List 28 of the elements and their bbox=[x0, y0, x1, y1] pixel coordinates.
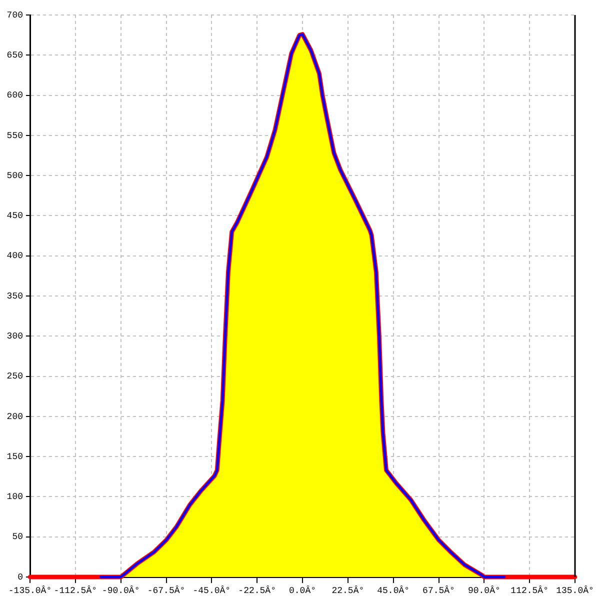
y-tick-label: 100 bbox=[6, 492, 23, 502]
x-tick-label: 22.5Â° bbox=[332, 584, 364, 596]
x-tick-label: -90.0Â° bbox=[102, 584, 140, 596]
y-tick-label: 0 bbox=[18, 572, 23, 582]
x-tick-label: -112.5Â° bbox=[54, 584, 98, 596]
x-tick-label: 45.0Â° bbox=[377, 584, 410, 596]
y-tick-label: 600 bbox=[6, 90, 23, 101]
y-tick-label: 200 bbox=[6, 412, 23, 422]
y-tick-label: 550 bbox=[6, 130, 23, 141]
y-tick-label: 450 bbox=[6, 211, 23, 222]
y-tick-label: 50 bbox=[12, 532, 23, 542]
y-tick-label: 300 bbox=[6, 332, 23, 342]
x-tick-label: -22.5Â° bbox=[238, 584, 276, 596]
y-tick-label: 150 bbox=[6, 452, 23, 462]
x-tick-label: 0.0Â° bbox=[288, 584, 316, 596]
y-tick-label: 700 bbox=[6, 10, 23, 20]
x-tick-label: 67.5Â° bbox=[422, 584, 455, 596]
x-tick-label: -67.5Â° bbox=[147, 584, 186, 596]
y-tick-label: 350 bbox=[6, 291, 23, 302]
x-tick-label: 112.5Â° bbox=[510, 584, 548, 596]
x-tick-label: 135.0Â° bbox=[556, 584, 594, 596]
x-tick-label: -135.0Â° bbox=[8, 584, 52, 596]
y-tick-label: 650 bbox=[6, 50, 23, 61]
y-tick-label: 400 bbox=[6, 251, 23, 262]
y-tick-label: 500 bbox=[6, 170, 23, 181]
x-tick-label: 90.0Â° bbox=[468, 584, 500, 596]
y-tick-label: 250 bbox=[6, 372, 23, 382]
x-tick-label: -45.0Â° bbox=[192, 584, 231, 596]
